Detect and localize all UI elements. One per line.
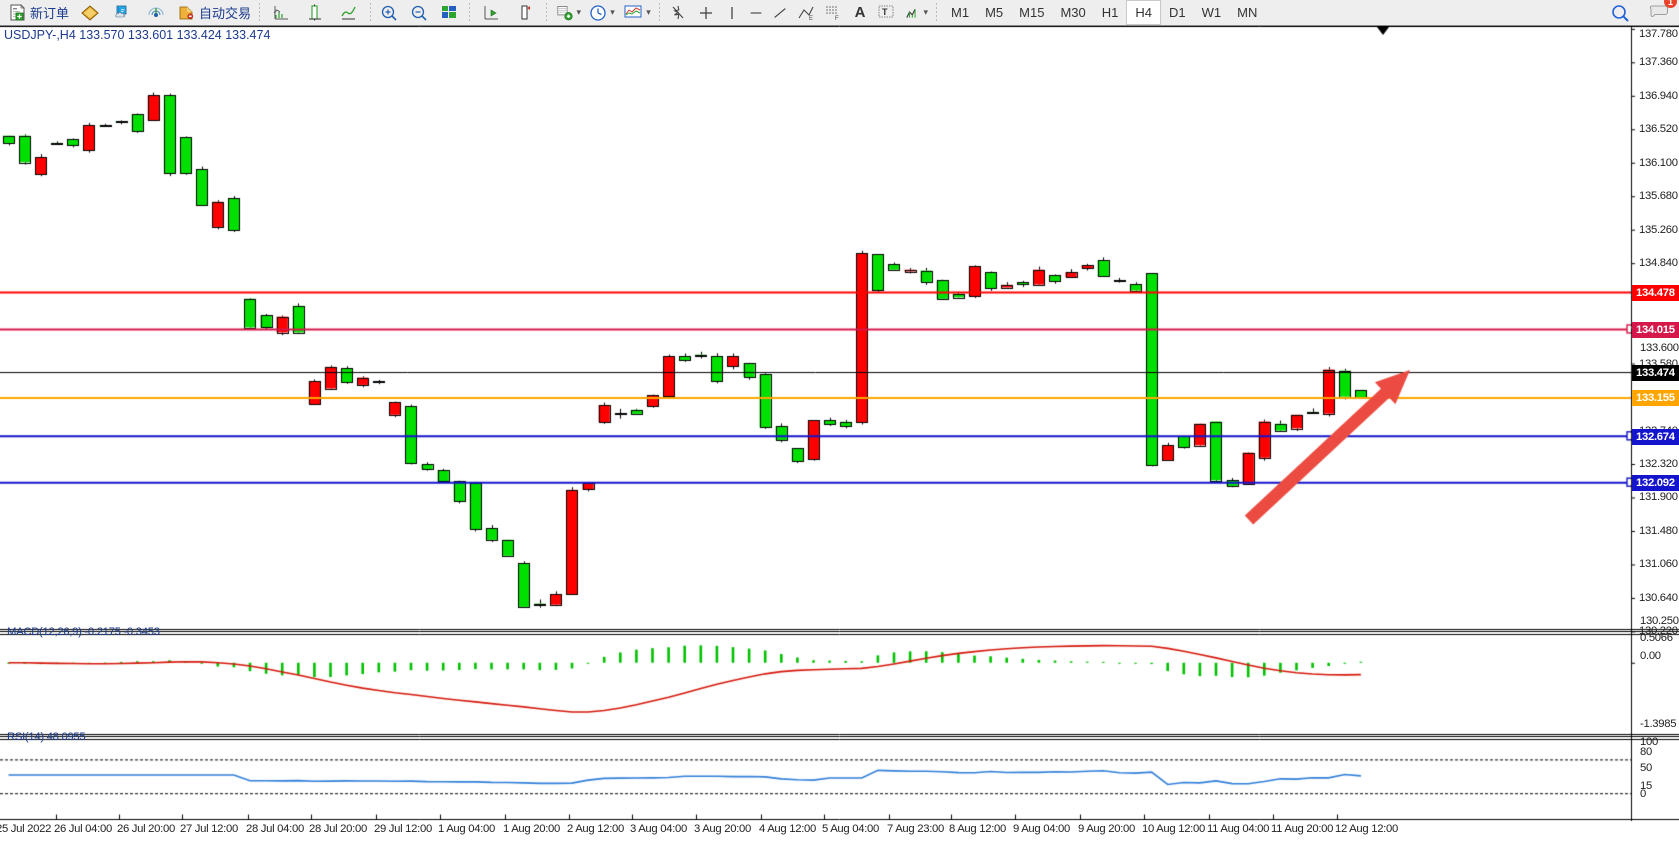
svg-text:T: T: [882, 7, 888, 17]
svg-text:F: F: [835, 16, 839, 22]
svg-text:E: E: [809, 16, 813, 22]
